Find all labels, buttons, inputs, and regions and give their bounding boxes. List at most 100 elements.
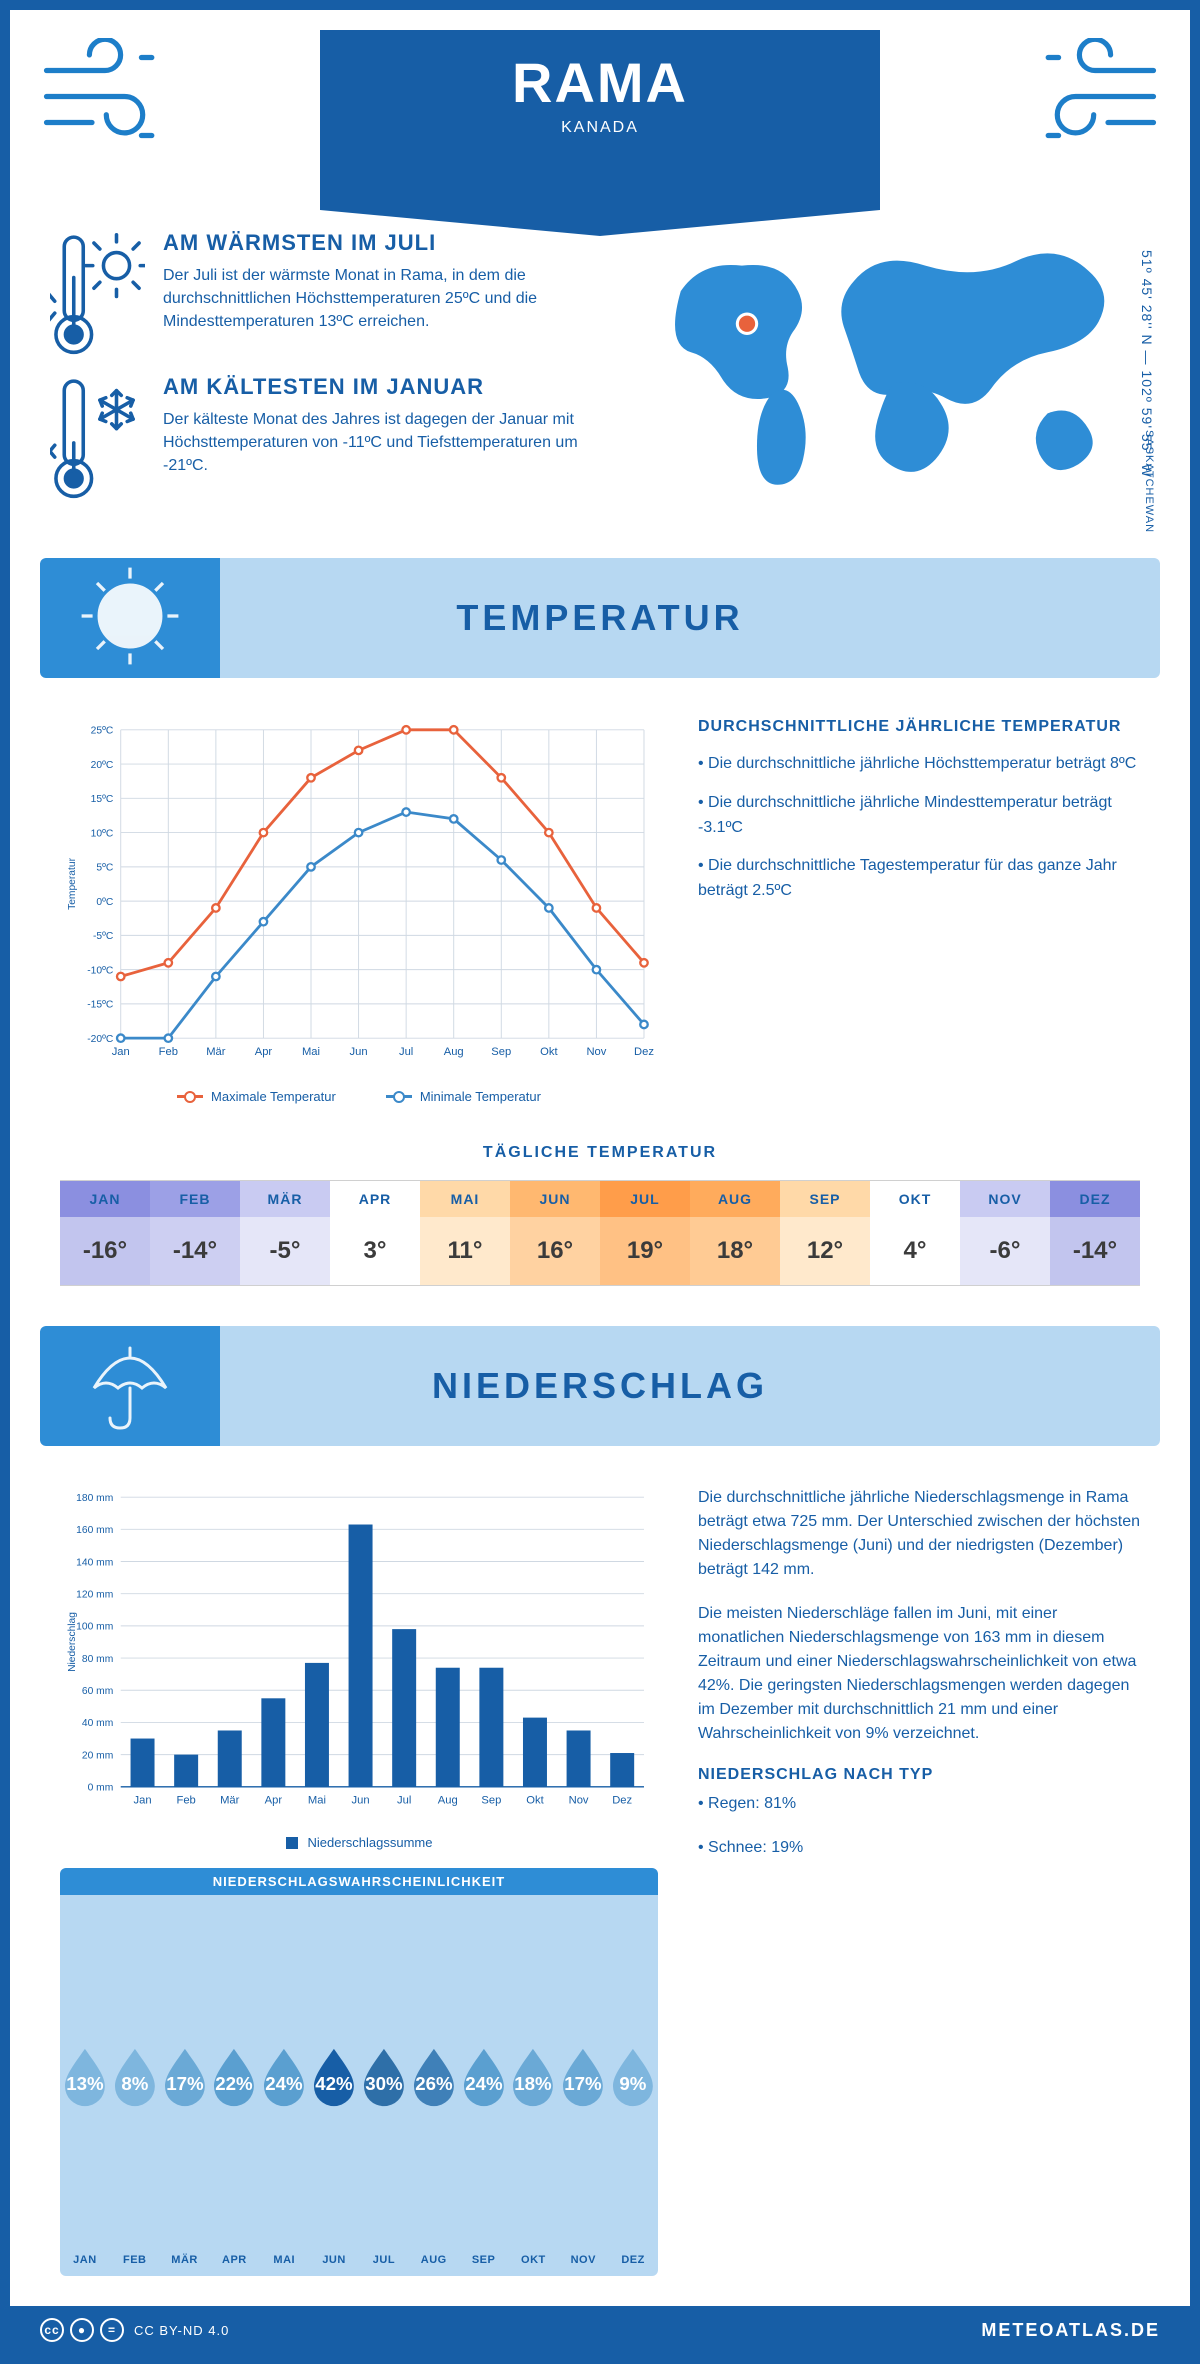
svg-text:Apr: Apr: [255, 1046, 273, 1058]
warmest-text: Der Juli ist der wärmste Monat in Rama, …: [163, 264, 610, 334]
precip-probability: NIEDERSCHLAGSWAHRSCHEINLICHKEIT 13% JAN …: [60, 1868, 658, 2276]
svg-text:Feb: Feb: [159, 1046, 178, 1058]
svg-text:8%: 8%: [121, 2073, 148, 2094]
svg-text:120 mm: 120 mm: [76, 1589, 113, 1600]
city-name: RAMA: [320, 50, 880, 115]
svg-text:Mär: Mär: [206, 1046, 226, 1058]
umbrella-icon: [80, 1334, 180, 1439]
svg-text:40 mm: 40 mm: [82, 1718, 113, 1729]
section-title: TEMPERATUR: [220, 597, 980, 639]
svg-text:20 mm: 20 mm: [82, 1750, 113, 1761]
thermometer-sun-icon: [50, 230, 145, 350]
daily-cell: MAI11°: [420, 1181, 510, 1285]
wind-icon: [1030, 38, 1160, 148]
svg-text:Mai: Mai: [302, 1046, 320, 1058]
svg-text:24%: 24%: [266, 2073, 304, 2094]
daily-cell: DEZ-14°: [1050, 1181, 1140, 1285]
svg-text:Aug: Aug: [438, 1795, 458, 1807]
prob-cell: 17% MÄR: [160, 1905, 210, 2266]
svg-text:0 mm: 0 mm: [88, 1783, 114, 1794]
svg-text:Jan: Jan: [133, 1795, 151, 1807]
svg-text:Aug: Aug: [444, 1046, 464, 1058]
daily-cell: JUL19°: [600, 1181, 690, 1285]
svg-text:180 mm: 180 mm: [76, 1493, 113, 1504]
temp-bullet: • Die durchschnittliche jährliche Mindes…: [698, 791, 1140, 841]
prob-cell: 24% SEP: [459, 1905, 509, 2266]
temp-bullet: • Die durchschnittliche jährliche Höchst…: [698, 752, 1140, 777]
prob-cell: 17% NOV: [558, 1905, 608, 2266]
svg-text:20ºC: 20ºC: [91, 760, 114, 771]
cc-icons: cc●=: [40, 2318, 124, 2342]
svg-text:10ºC: 10ºC: [91, 828, 114, 839]
svg-text:9%: 9%: [620, 2073, 647, 2094]
svg-text:100 mm: 100 mm: [76, 1622, 113, 1633]
svg-text:Okt: Okt: [540, 1046, 558, 1058]
svg-text:160 mm: 160 mm: [76, 1525, 113, 1536]
svg-text:Jul: Jul: [399, 1046, 413, 1058]
precip-legend: Niederschlagssumme: [308, 1835, 433, 1850]
precip-type-bullet: • Schnee: 19%: [698, 1836, 1140, 1860]
daily-cell: MÄR-5°: [240, 1181, 330, 1285]
license-text: CC BY-ND 4.0: [134, 2323, 229, 2338]
svg-text:Sep: Sep: [491, 1046, 511, 1058]
prob-cell: 13% JAN: [60, 1905, 110, 2266]
legend-min: Minimale Temperatur: [420, 1089, 541, 1104]
svg-text:30%: 30%: [365, 2073, 403, 2094]
footer: cc●= CC BY-ND 4.0 METEOATLAS.DE: [10, 2306, 1190, 2354]
svg-text:Niederschlag: Niederschlag: [67, 1612, 78, 1672]
svg-text:-10ºC: -10ºC: [87, 965, 114, 976]
svg-text:Feb: Feb: [176, 1795, 195, 1807]
coldest-fact: AM KÄLTESTEN IM JANUAR Der kälteste Mona…: [50, 374, 610, 494]
legend-max: Maximale Temperatur: [211, 1089, 336, 1104]
svg-text:Dez: Dez: [612, 1795, 632, 1807]
prob-cell: 30% JUL: [359, 1905, 409, 2266]
precip-type-title: NIEDERSCHLAG NACH TYP: [698, 1766, 1140, 1784]
prob-cell: 9% DEZ: [608, 1905, 658, 2266]
precip-summary: Die durchschnittliche jährliche Niedersc…: [698, 1486, 1140, 2276]
region-label: SASKATCHEWAN: [1143, 430, 1155, 533]
svg-text:0ºC: 0ºC: [96, 897, 113, 908]
svg-text:80 mm: 80 mm: [82, 1654, 113, 1665]
svg-text:Okt: Okt: [526, 1795, 544, 1807]
svg-text:15ºC: 15ºC: [91, 794, 114, 805]
svg-text:Mai: Mai: [308, 1795, 326, 1807]
temp-side-title: DURCHSCHNITTLICHE JÄHRLICHE TEMPERATUR: [698, 718, 1140, 736]
chart-legend: Maximale Temperatur Minimale Temperatur: [60, 1089, 658, 1104]
header: RAMA KANADA: [10, 10, 1190, 210]
warmest-fact: AM WÄRMSTEN IM JULI Der Juli ist der wär…: [50, 230, 610, 350]
svg-text:Dez: Dez: [634, 1046, 654, 1058]
info-row: AM WÄRMSTEN IM JULI Der Juli ist der wär…: [10, 210, 1190, 548]
prob-cell: 42% JUN: [309, 1905, 359, 2266]
daily-cell: OKT4°: [870, 1181, 960, 1285]
daily-cell: JUN16°: [510, 1181, 600, 1285]
coldest-title: AM KÄLTESTEN IM JANUAR: [163, 374, 610, 400]
wind-icon: [40, 38, 170, 148]
sun-icon: [75, 561, 185, 676]
svg-text:Apr: Apr: [265, 1795, 283, 1807]
svg-text:Temperatur: Temperatur: [67, 857, 78, 910]
svg-text:140 mm: 140 mm: [76, 1557, 113, 1568]
prob-cell: 24% MAI: [259, 1905, 309, 2266]
svg-text:Jan: Jan: [112, 1046, 130, 1058]
temperature-summary: DURCHSCHNITTLICHE JÄHRLICHE TEMPERATUR •…: [698, 718, 1140, 1104]
svg-text:-20ºC: -20ºC: [87, 1034, 114, 1045]
precip-para: Die durchschnittliche jährliche Niedersc…: [698, 1486, 1140, 1582]
daily-cell: SEP12°: [780, 1181, 870, 1285]
daily-cell: APR3°: [330, 1181, 420, 1285]
prob-title: NIEDERSCHLAGSWAHRSCHEINLICHKEIT: [60, 1868, 658, 1895]
daily-cell: FEB-14°: [150, 1181, 240, 1285]
svg-text:Jul: Jul: [397, 1795, 411, 1807]
svg-text:Jun: Jun: [352, 1795, 370, 1807]
svg-text:13%: 13%: [66, 2073, 104, 2094]
site-name: METEOATLAS.DE: [981, 2320, 1160, 2341]
svg-text:-5ºC: -5ºC: [93, 931, 114, 942]
daily-cell: NOV-6°: [960, 1181, 1050, 1285]
svg-text:-15ºC: -15ºC: [87, 1000, 114, 1011]
svg-text:42%: 42%: [315, 2073, 353, 2094]
precip-type-bullet: • Regen: 81%: [698, 1792, 1140, 1816]
section-title: NIEDERSCHLAG: [220, 1365, 980, 1407]
country-name: KANADA: [320, 119, 880, 137]
svg-text:17%: 17%: [565, 2073, 603, 2094]
temperature-chart: -20ºC-15ºC-10ºC-5ºC0ºC5ºC10ºC15ºC20ºC25º…: [60, 718, 658, 1104]
prob-cell: 8% FEB: [110, 1905, 160, 2266]
